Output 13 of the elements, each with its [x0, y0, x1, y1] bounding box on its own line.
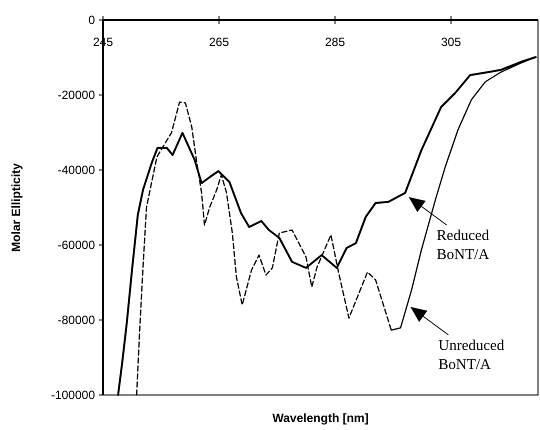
y-tick-label: -100000	[50, 388, 96, 402]
x-tick-label: 305	[440, 35, 462, 49]
y-tick-label: -20000	[58, 88, 96, 102]
y-tick-label: 0	[88, 13, 96, 27]
annotation: Unreduced BoNT/A	[438, 338, 505, 373]
y-tick-label: -40000	[58, 163, 96, 177]
y-tick-label: -60000	[58, 238, 96, 252]
y-axis-title: Molar Ellipticity	[9, 162, 23, 252]
x-axis-title: Wavelength [nm]	[272, 411, 369, 425]
x-tick-label: 285	[324, 35, 346, 49]
x-tick-label: 265	[208, 35, 230, 49]
y-tick-label: -80000	[58, 313, 96, 327]
annotation: Reduced BoNT/A	[436, 228, 490, 263]
